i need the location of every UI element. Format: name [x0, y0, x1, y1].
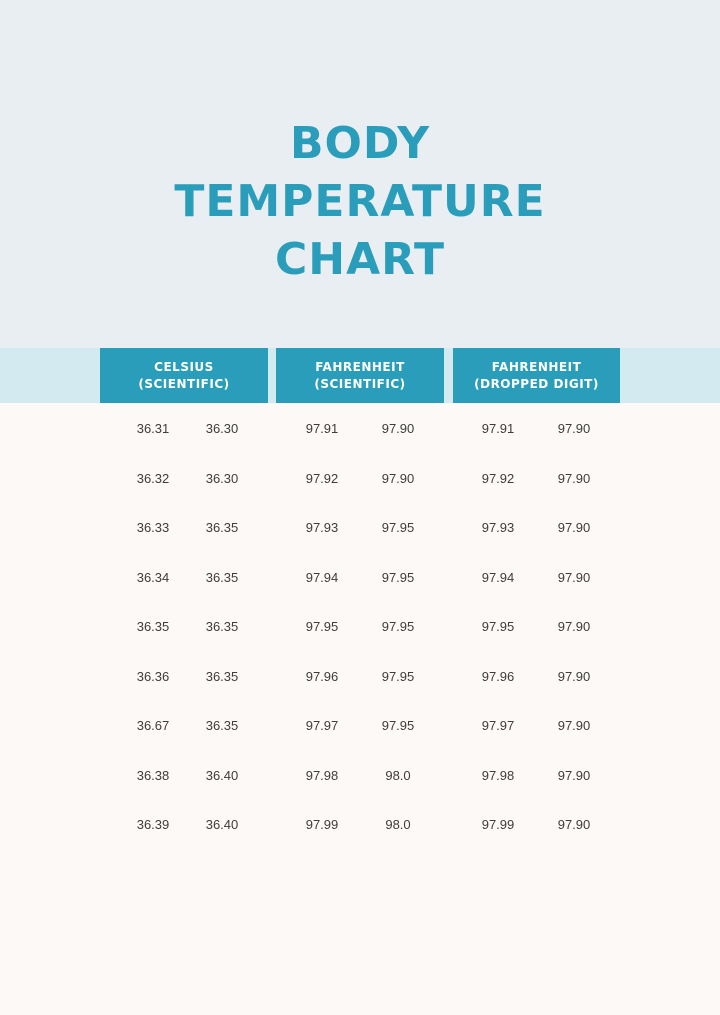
- table-row: 36.33 36.35 97.93 97.95 97.93 97.90: [0, 504, 720, 554]
- table-cell: 97.90: [557, 619, 591, 634]
- table-cell: 36.35: [205, 569, 239, 585]
- title-line-1: BODY: [289, 118, 431, 169]
- table-cell: 36.35: [205, 668, 239, 684]
- column-header-line-1: CELSIUS: [154, 359, 214, 374]
- column-header-line-2: (SCIENTIFIC): [314, 376, 406, 391]
- table-cell: 97.91: [305, 421, 339, 436]
- table-cell: 36.30: [205, 470, 239, 486]
- table-cell: 97.90: [557, 569, 591, 585]
- header-background: [0, 0, 720, 348]
- table-row: 36.32 36.30 97.92 97.90 97.92 97.90: [0, 455, 720, 505]
- table-cell: 97.90: [557, 470, 591, 486]
- table-cell: 97.92: [305, 470, 339, 486]
- column-header-line-1: FAHRENHEIT: [491, 359, 582, 374]
- table-cell: 97.95: [381, 569, 415, 585]
- table-row: 36.67 36.35 97.97 97.95 97.97 97.90: [0, 702, 720, 752]
- table-cell: 97.93: [305, 520, 339, 535]
- table-cell: 97.91: [481, 421, 515, 436]
- table-cell: 97.95: [481, 619, 515, 634]
- table-cell: 97.90: [381, 421, 415, 436]
- column-header-celsius-scientific: CELSIUS (SCIENTIFIC): [100, 348, 268, 403]
- table-cell: 36.36: [136, 668, 170, 684]
- table-cell: 97.95: [381, 718, 415, 733]
- table-cell: 97.96: [481, 668, 515, 684]
- table-cell: 97.98: [305, 767, 339, 783]
- table-cell: 97.98: [481, 767, 515, 783]
- table-cell: 36.38: [136, 767, 170, 783]
- table-cell: 98.0: [385, 817, 411, 832]
- page-title: BODY TEMPERATURE CHART: [0, 115, 720, 289]
- table-cell: 36.40: [205, 767, 239, 783]
- title-line-3: CHART: [274, 234, 446, 285]
- table-cell: 97.96: [305, 668, 339, 684]
- table-cell: 97.95: [381, 520, 415, 535]
- table-cell: 97.90: [557, 718, 591, 733]
- table-cell: 97.95: [381, 668, 415, 684]
- table-row: 36.35 36.35 97.95 97.95 97.95 97.90: [0, 603, 720, 653]
- table-cell: 36.34: [136, 569, 170, 585]
- table-cell: 97.95: [381, 619, 415, 634]
- table-cell: 97.99: [481, 817, 515, 832]
- table-cell: 97.90: [557, 668, 591, 684]
- table-cell: 36.35: [205, 619, 239, 634]
- table-cell: 36.31: [136, 421, 170, 436]
- table-cell: 97.90: [557, 520, 591, 535]
- table-cell: 36.32: [136, 470, 170, 486]
- table-cell: 97.94: [305, 569, 339, 585]
- table-cell: 97.97: [305, 718, 339, 733]
- table-row: 36.38 36.40 97.98 98.0 97.98 97.90: [0, 752, 720, 802]
- column-header-line-1: FAHRENHEIT: [315, 359, 405, 374]
- table-cell: 36.40: [205, 817, 239, 832]
- table-cell: 36.67: [136, 718, 170, 733]
- table-cell: 97.90: [557, 817, 591, 832]
- table-row: 36.36 36.35 97.96 97.95 97.96 97.90: [0, 653, 720, 703]
- column-header-fahrenheit-scientific: FAHRENHEIT (SCIENTIFIC): [276, 348, 444, 403]
- column-header-fahrenheit-dropped-digit: FAHRENHEIT (DROPPED DIGIT): [453, 348, 620, 403]
- table-cell: 36.35: [205, 718, 239, 733]
- title-line-2: TEMPERATURE: [174, 176, 546, 227]
- table-cell: 97.94: [481, 569, 515, 585]
- column-header-line-2: (SCIENTIFIC): [138, 376, 230, 391]
- table-cell: 97.90: [381, 470, 415, 486]
- temperature-table: 36.31 36.30 97.91 97.90 97.91 97.90 36.32 36.30…: [0, 405, 720, 851]
- table-cell: 36.35: [136, 619, 170, 634]
- table-row: 36.39 36.40 97.99 98.0 97.99 97.90: [0, 801, 720, 851]
- table-cell: 97.90: [557, 767, 591, 783]
- table-cell: 36.33: [136, 520, 170, 535]
- table-cell: 97.95: [305, 619, 339, 634]
- table-cell: 36.39: [136, 817, 170, 832]
- table-cell: 97.90: [557, 421, 591, 436]
- table-cell: 36.35: [205, 520, 239, 535]
- table-cell: 97.92: [481, 470, 515, 486]
- table-cell: 36.30: [205, 421, 239, 436]
- column-header-line-2: (DROPPED DIGIT): [474, 376, 599, 391]
- table-row: 36.34 36.35 97.94 97.95 97.94 97.90: [0, 554, 720, 604]
- table-cell: 97.93: [481, 520, 515, 535]
- table-row: 36.31 36.30 97.91 97.90 97.91 97.90: [0, 405, 720, 455]
- table-cell: 97.99: [305, 817, 339, 832]
- table-cell: 98.0: [385, 767, 411, 783]
- table-cell: 97.97: [481, 718, 515, 733]
